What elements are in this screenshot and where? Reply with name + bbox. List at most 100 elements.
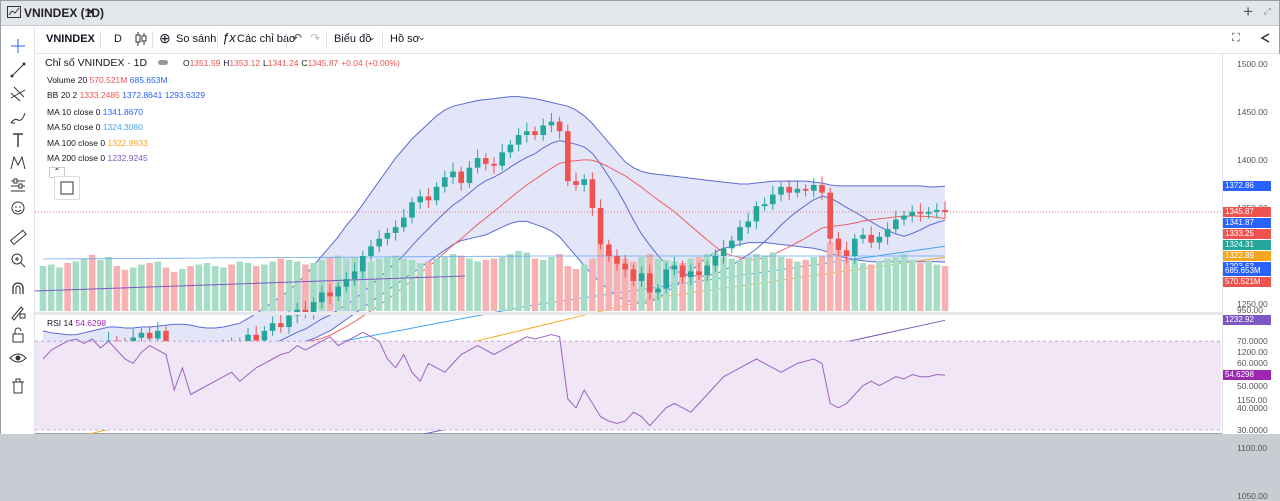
top-toolbar: VNINDEX D ⊕ So sánh ƒx Các chỉ báo ↶ ↷ B… [34, 26, 1279, 54]
ma10-legend: MA 10 close 0 1341.8670 [47, 107, 143, 117]
vol-ma-badge: 685.653M [1223, 266, 1271, 276]
draw-lock-icon[interactable] [8, 302, 28, 322]
candle-body [925, 211, 932, 214]
candle-body [794, 188, 801, 193]
window-title: VNINDEX (1D) [24, 6, 105, 20]
close-tab-button[interactable]: × [87, 4, 95, 19]
volume-bar [720, 257, 727, 311]
pattern-icon[interactable] [8, 153, 28, 173]
ma200-label: MA 200 close 0 [47, 153, 106, 163]
select-box-icon[interactable] [54, 176, 80, 200]
candle-body [712, 256, 719, 266]
pane-separator[interactable] [35, 312, 1279, 315]
volume-value: 570.521M [89, 75, 128, 85]
candle-body [138, 332, 145, 338]
rsi-line [42, 331, 946, 427]
candle-body [737, 227, 743, 241]
indicators-fx-icon[interactable]: ƒx [222, 30, 236, 45]
candle-body [679, 265, 686, 278]
compare-button[interactable]: So sánh [176, 33, 217, 45]
interval-button[interactable]: D [114, 33, 122, 45]
volume-bar [490, 258, 498, 311]
add-tab-button[interactable]: + [1243, 2, 1253, 21]
candle-body [884, 229, 891, 237]
candle-body [647, 273, 653, 293]
volume-bar [441, 257, 449, 311]
fib-icon[interactable] [8, 84, 28, 104]
symbol-title: Chỉ số VNINDEX · 1D [45, 57, 148, 69]
undo-icon[interactable]: ↶ [292, 31, 303, 45]
ohlc-change: +0.04 (+0.00%) [341, 58, 400, 68]
fullscreen-icon[interactable]: ⛶ [1232, 32, 1240, 44]
volume-bar [302, 264, 309, 311]
volume-bar [416, 263, 424, 311]
volume-bar [277, 258, 285, 311]
volume-bar [384, 257, 391, 311]
volume-bar [261, 264, 268, 311]
bb-upper-value: 1372.8641 [122, 90, 163, 100]
magnet-icon[interactable] [8, 279, 28, 299]
trash-icon[interactable] [8, 376, 28, 396]
volume-bar [556, 254, 563, 311]
redo-icon[interactable]: ↷ [310, 31, 321, 45]
price-axis-label: 1150.00 [1237, 395, 1268, 405]
volume-bar [228, 264, 235, 311]
compare-plus-icon[interactable]: ⊕ [159, 30, 171, 46]
volume-bar [367, 261, 375, 311]
bb-upper-badge: 1372.86 [1223, 181, 1271, 192]
volume-bar [572, 269, 580, 311]
candle-body [269, 323, 276, 331]
volume-bar [359, 260, 367, 311]
ohlc-low: 1341.24 [267, 58, 299, 68]
candle-body [548, 121, 555, 126]
chart-canvas[interactable] [35, 54, 1221, 434]
volume-bar [843, 258, 850, 311]
volume-bar [908, 260, 916, 311]
volume-bar [884, 258, 891, 311]
emoji-icon[interactable] [8, 198, 28, 218]
candle-body [638, 273, 645, 281]
symbol-search-button[interactable]: VNINDEX [46, 33, 95, 45]
chevron-down-icon[interactable]: ⌄ [418, 32, 426, 42]
price-axis-label: 950.00 [1237, 305, 1263, 315]
brush-icon[interactable] [8, 108, 28, 128]
candle-body [245, 334, 251, 343]
bb-fill [43, 96, 945, 399]
text-icon[interactable] [8, 130, 28, 150]
eye-icon[interactable] [8, 348, 28, 368]
volume-bar [97, 260, 104, 311]
crosshair-icon[interactable] [8, 36, 28, 56]
forecast-icon[interactable] [8, 176, 28, 196]
share-icon[interactable] [1259, 32, 1271, 44]
candle-body [310, 302, 317, 314]
candle-body [384, 232, 391, 239]
indicators-button[interactable]: Các chỉ báo [237, 33, 296, 45]
candle-body [720, 248, 727, 256]
ruler-icon[interactable] [8, 227, 28, 247]
chart-type-button[interactable]: Biểu đồ [334, 33, 372, 45]
volume-bar [769, 252, 777, 311]
volume-bar [712, 252, 719, 311]
zoom-icon[interactable] [8, 250, 28, 270]
volume-bar [539, 260, 547, 311]
volume-bar [785, 258, 793, 311]
volume-bar [933, 264, 941, 311]
profile-button[interactable]: Hồ sơ [390, 33, 420, 45]
legend-toggle-icon[interactable] [158, 60, 169, 65]
candle-body [450, 171, 456, 178]
rsi-legend: RSI 14 54.6298 [47, 318, 106, 328]
maximize-icon[interactable]: ⤢ [1263, 6, 1271, 16]
trendline-icon[interactable] [8, 60, 28, 80]
volume-bar [375, 258, 383, 311]
chevron-down-icon[interactable]: ⌄ [368, 32, 376, 42]
lock-icon[interactable] [8, 325, 28, 345]
volume-bar [400, 258, 408, 311]
volume-bar [703, 254, 711, 311]
candle-body [351, 271, 358, 280]
ma200-legend: MA 200 close 0 1232.9245 [47, 153, 148, 163]
price-axis-label: 1200.00 [1237, 347, 1268, 357]
price-axis-label: 1050.00 [1237, 491, 1268, 501]
candle-body [622, 263, 628, 270]
candle-style-icon[interactable] [134, 31, 148, 47]
volume-bar [671, 261, 678, 311]
